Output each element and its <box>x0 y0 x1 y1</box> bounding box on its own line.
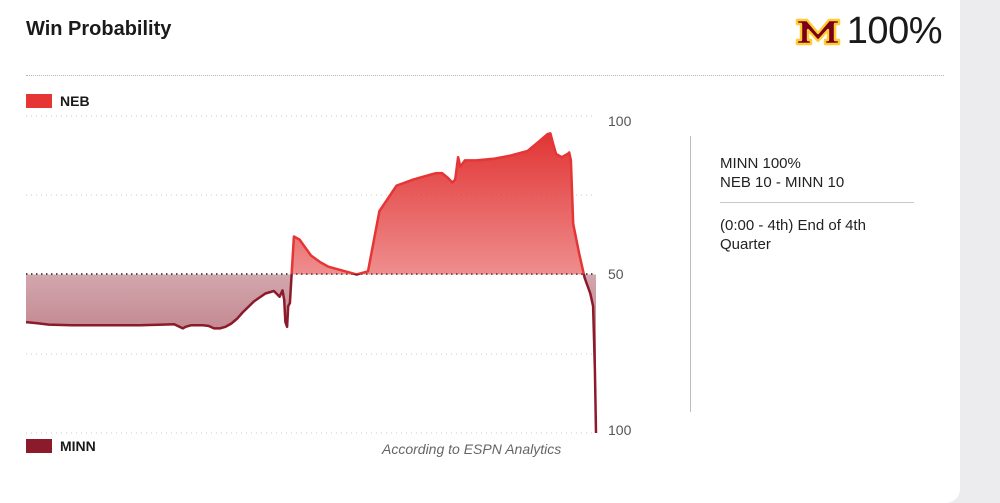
leader-summary: 100% <box>795 10 943 53</box>
series-line-minn-segment <box>25 274 598 434</box>
y-tick-mid: 50 <box>608 266 624 282</box>
win-probability-card: Win Probability 100% NEB MINN 100 50 100 <box>0 0 960 503</box>
info-win-pct: MINN 100% <box>720 155 801 172</box>
minnesota-m-logo-icon <box>795 18 840 45</box>
legend-swatch-minn <box>26 439 52 453</box>
info-game-clock: (0:00 - 4th) End of 4th <box>720 217 866 234</box>
win-probability-chart <box>25 115 598 434</box>
info-period: Quarter <box>720 236 771 253</box>
legend-label-minn: MINN <box>60 438 96 454</box>
y-tick-top: 100 <box>608 113 632 129</box>
card-title: Win Probability <box>26 18 172 40</box>
info-score: NEB 10 - MINN 10 <box>720 174 845 191</box>
legend-label-neb: NEB <box>60 93 90 109</box>
legend-bottom-team: MINN <box>26 438 96 454</box>
legend-swatch-neb <box>26 94 52 108</box>
leader-win-pct: 100% <box>846 10 943 52</box>
panel-divider <box>690 136 691 412</box>
area-minn-favored <box>26 274 596 433</box>
series-line-neb-segment <box>290 132 586 274</box>
header-divider <box>26 75 944 76</box>
legend-top-team: NEB <box>26 93 90 109</box>
source-credit: According to ESPN Analytics <box>382 441 562 457</box>
y-tick-bottom: 100 <box>608 422 632 438</box>
area-neb-favored <box>291 133 584 274</box>
info-divider <box>720 202 914 203</box>
